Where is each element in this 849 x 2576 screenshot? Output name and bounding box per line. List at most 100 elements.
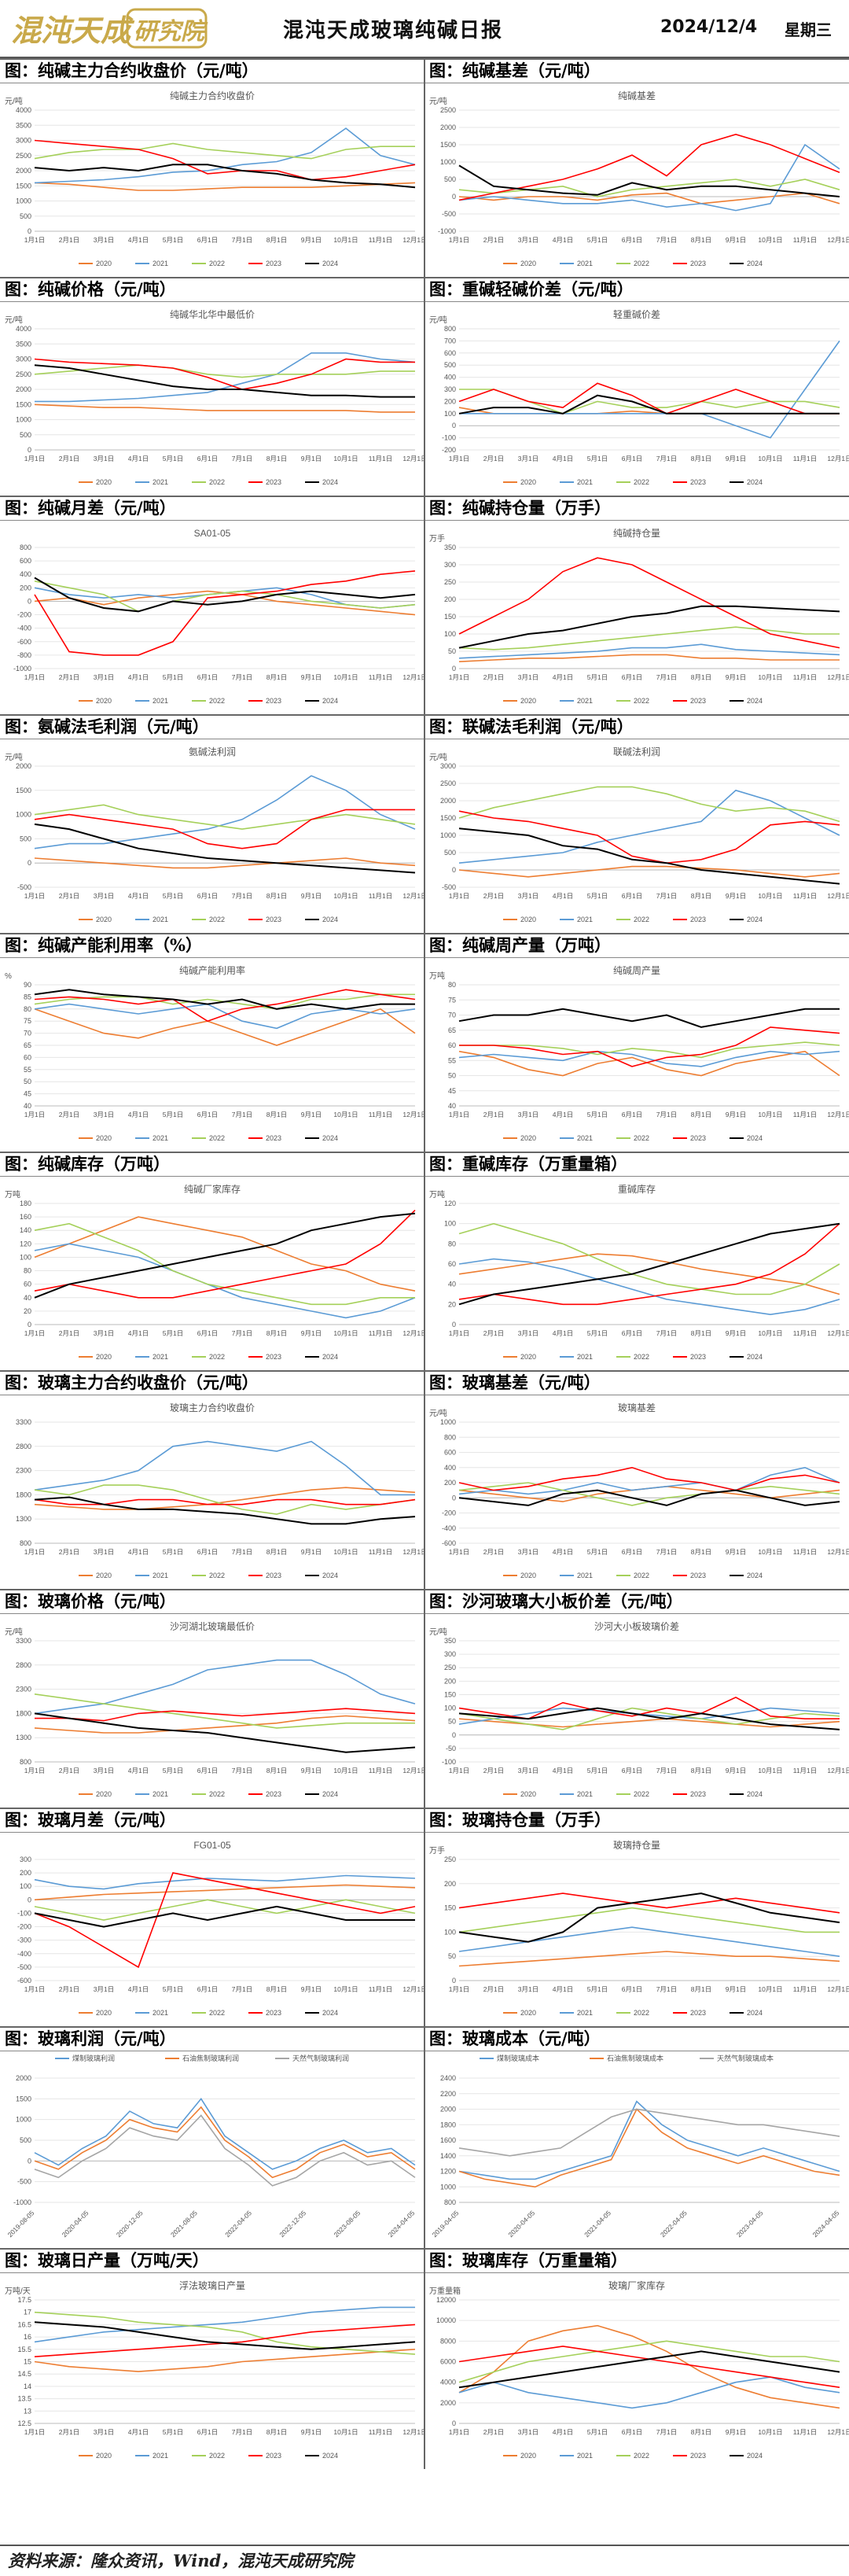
y-tick-label: 3000 <box>440 762 456 770</box>
y-tick-label: 85 <box>24 993 31 1001</box>
x-tick-label: 4月1日 <box>128 236 149 244</box>
legend-label: 2024 <box>747 478 763 486</box>
x-tick-label: 5月1日 <box>163 1111 183 1118</box>
x-tick-label: 2月1日 <box>59 236 79 244</box>
y-tick-label: -500 <box>442 883 456 891</box>
series-line-2022 <box>34 142 415 160</box>
y-tick-label: 80 <box>24 1267 31 1275</box>
y-tick-label: 100 <box>444 1220 456 1228</box>
x-tick-label: 5月1日 <box>587 236 608 244</box>
y-tick-label: 1400 <box>440 2152 456 2160</box>
y-tick-label: -1000 <box>13 2198 31 2206</box>
x-tick-label: 9月1日 <box>726 1111 746 1118</box>
y-tick-label: 200 <box>20 584 31 591</box>
y-axis-label: 元/吨 <box>429 96 447 106</box>
svg-text:研究院: 研究院 <box>134 18 208 46</box>
y-tick-label: 500 <box>20 431 31 439</box>
x-tick-label: 6月1日 <box>197 673 218 681</box>
x-tick-label: 11月1日 <box>793 1111 818 1118</box>
legend-label: 2022 <box>634 2009 649 2017</box>
chart-svg: 玻璃主力合约收盘价 800 1300 1800 2300 2800 3300 1月1日 2月1日… <box>16 1402 424 1579</box>
y-tick-label: 100 <box>20 1253 31 1261</box>
y-tick-label: 150 <box>444 1904 456 1912</box>
y-axis-label: 元/吨 <box>5 1627 23 1637</box>
x-tick-label: 8月1日 <box>691 1111 711 1118</box>
chart-panel-12: 图：重碱库存（万重量箱） 重碱库存 万吨 0 20 40 60 80 100 120 1月1日 2月1… <box>424 1152 849 1370</box>
y-tick-label: 60 <box>448 1041 456 1049</box>
x-tick-label: 9月1日 <box>301 892 322 900</box>
chart-title: 重碱库存 <box>618 1183 656 1195</box>
y-tick-label: 300 <box>20 1856 31 1863</box>
series-line-煤制玻璃利润 <box>34 2097 416 2170</box>
x-tick-label: 11月1日 <box>369 1985 393 1993</box>
column-divider <box>424 2026 425 2248</box>
y-tick-label: 180 <box>20 1200 31 1207</box>
chart-title: SA01-05 <box>194 528 231 539</box>
chart-panel-15: 图：玻璃价格（元/吨） 沙河湖北玻璃最低价 元/吨 800 1300 1800 2300 28… <box>0 1589 424 1808</box>
x-tick-label: 7月1日 <box>232 1767 252 1774</box>
y-tick-label: 1500 <box>440 141 456 149</box>
x-tick-label: 4月1日 <box>553 2428 573 2436</box>
column-divider <box>424 496 425 714</box>
y-tick-label: 100 <box>20 1882 31 1890</box>
x-tick-label: 12月1日 <box>827 673 849 681</box>
x-tick-label: 8月1日 <box>691 1767 711 1774</box>
y-tick-label: 80 <box>448 1240 456 1247</box>
legend-label: 2020 <box>96 916 112 923</box>
y-tick-label: 300 <box>444 561 456 569</box>
x-tick-label: 2023-08-05 <box>332 2209 362 2239</box>
legend-label: 2020 <box>520 697 536 705</box>
y-tick-label: 2300 <box>16 1467 31 1475</box>
x-tick-label: 12月1日 <box>827 1767 849 1774</box>
chart-title: 玻璃持仓量 <box>613 1839 660 1851</box>
y-tick-label: 400 <box>444 1464 456 1472</box>
series-line-2021 <box>458 1926 840 1957</box>
y-tick-label: 50 <box>448 1952 456 1960</box>
legend-label: 2021 <box>153 1353 168 1361</box>
series-line-2024 <box>34 577 416 613</box>
series-line-2024 <box>34 2321 416 2350</box>
x-tick-label: 3月1日 <box>94 1985 114 1993</box>
x-tick-label: 2022-12-05 <box>277 2209 307 2239</box>
x-tick-label: 7月1日 <box>232 673 252 681</box>
x-tick-label: 9月1日 <box>726 1329 746 1337</box>
y-tick-label: 14 <box>24 2383 31 2390</box>
x-tick-label: 8月1日 <box>691 1548 711 1556</box>
y-tick-label: 16 <box>24 2333 31 2341</box>
y-tick-label: -600 <box>17 638 31 646</box>
x-tick-label: 3月1日 <box>518 892 538 900</box>
legend-label: 2020 <box>520 2009 536 2017</box>
y-tick-label: 0 <box>452 1977 456 1985</box>
series-line-2023 <box>34 1872 416 1969</box>
y-axis-label: 万吨 <box>429 1189 445 1200</box>
chart-panel-2: 图：纯碱基差（元/吨） 纯碱基差 元/吨 -1000 -500 0 500 1000 1500 2… <box>424 58 849 277</box>
series-line-2021 <box>34 775 416 849</box>
series-line-2023 <box>34 570 416 656</box>
legend-label: 2024 <box>322 260 338 267</box>
legend-label: 2021 <box>153 260 168 267</box>
chart-title: 纯碱持仓量 <box>613 527 660 539</box>
y-tick-label: 2400 <box>440 2074 456 2082</box>
x-tick-label: 10月1日 <box>333 455 358 463</box>
legend-label: 2024 <box>747 697 763 705</box>
y-tick-label: 40 <box>24 1102 31 1110</box>
legend-label: 2021 <box>577 1790 593 1798</box>
chart-svg: FG01-05 -600 -500 -400 -300 -200 -100 0 100 200 30… <box>17 1840 424 2017</box>
x-tick-label: 3月1日 <box>518 236 538 244</box>
x-tick-label: 2022-04-05 <box>223 2209 253 2239</box>
series-line-2023 <box>458 1223 840 1306</box>
y-tick-label: -200 <box>17 1923 31 1931</box>
y-tick-label: 350 <box>444 1637 456 1645</box>
x-tick-label: 1月1日 <box>24 1767 45 1774</box>
x-tick-label: 12月1日 <box>402 673 424 681</box>
series-line-2023 <box>458 1892 840 1914</box>
x-tick-label: 9月1日 <box>301 673 322 681</box>
y-tick-label: 1500 <box>16 182 31 190</box>
y-tick-label: 800 <box>444 325 456 333</box>
series-line-2021 <box>34 1440 415 1496</box>
y-tick-label: 90 <box>24 981 31 989</box>
